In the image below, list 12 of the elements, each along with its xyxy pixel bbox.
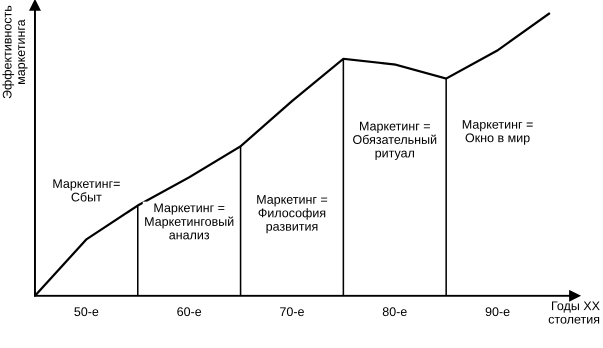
annotation: Маркетинг = Маркетинговый анализ [145, 203, 234, 240]
x-tick-label: 90-е [486, 307, 510, 316]
x-axis-title: Годы XX столетия [548, 301, 600, 324]
x-tick-label: 80-е [382, 307, 407, 316]
y-axis-title: Эффективность маркетинга [2, 6, 28, 98]
annotation: Маркетинг = Философия развития [257, 195, 328, 234]
x-tick-label: 50-е [74, 307, 98, 316]
x-tick-label: 60-е [177, 307, 202, 316]
annotation: Маркетинг= Сбыт [53, 179, 120, 202]
annotation: Маркетинг = Окно в мир [462, 120, 533, 145]
x-tick-label: 70-е [280, 307, 304, 316]
annotation: Маркетинг = Обязательный ритуал [353, 122, 436, 160]
